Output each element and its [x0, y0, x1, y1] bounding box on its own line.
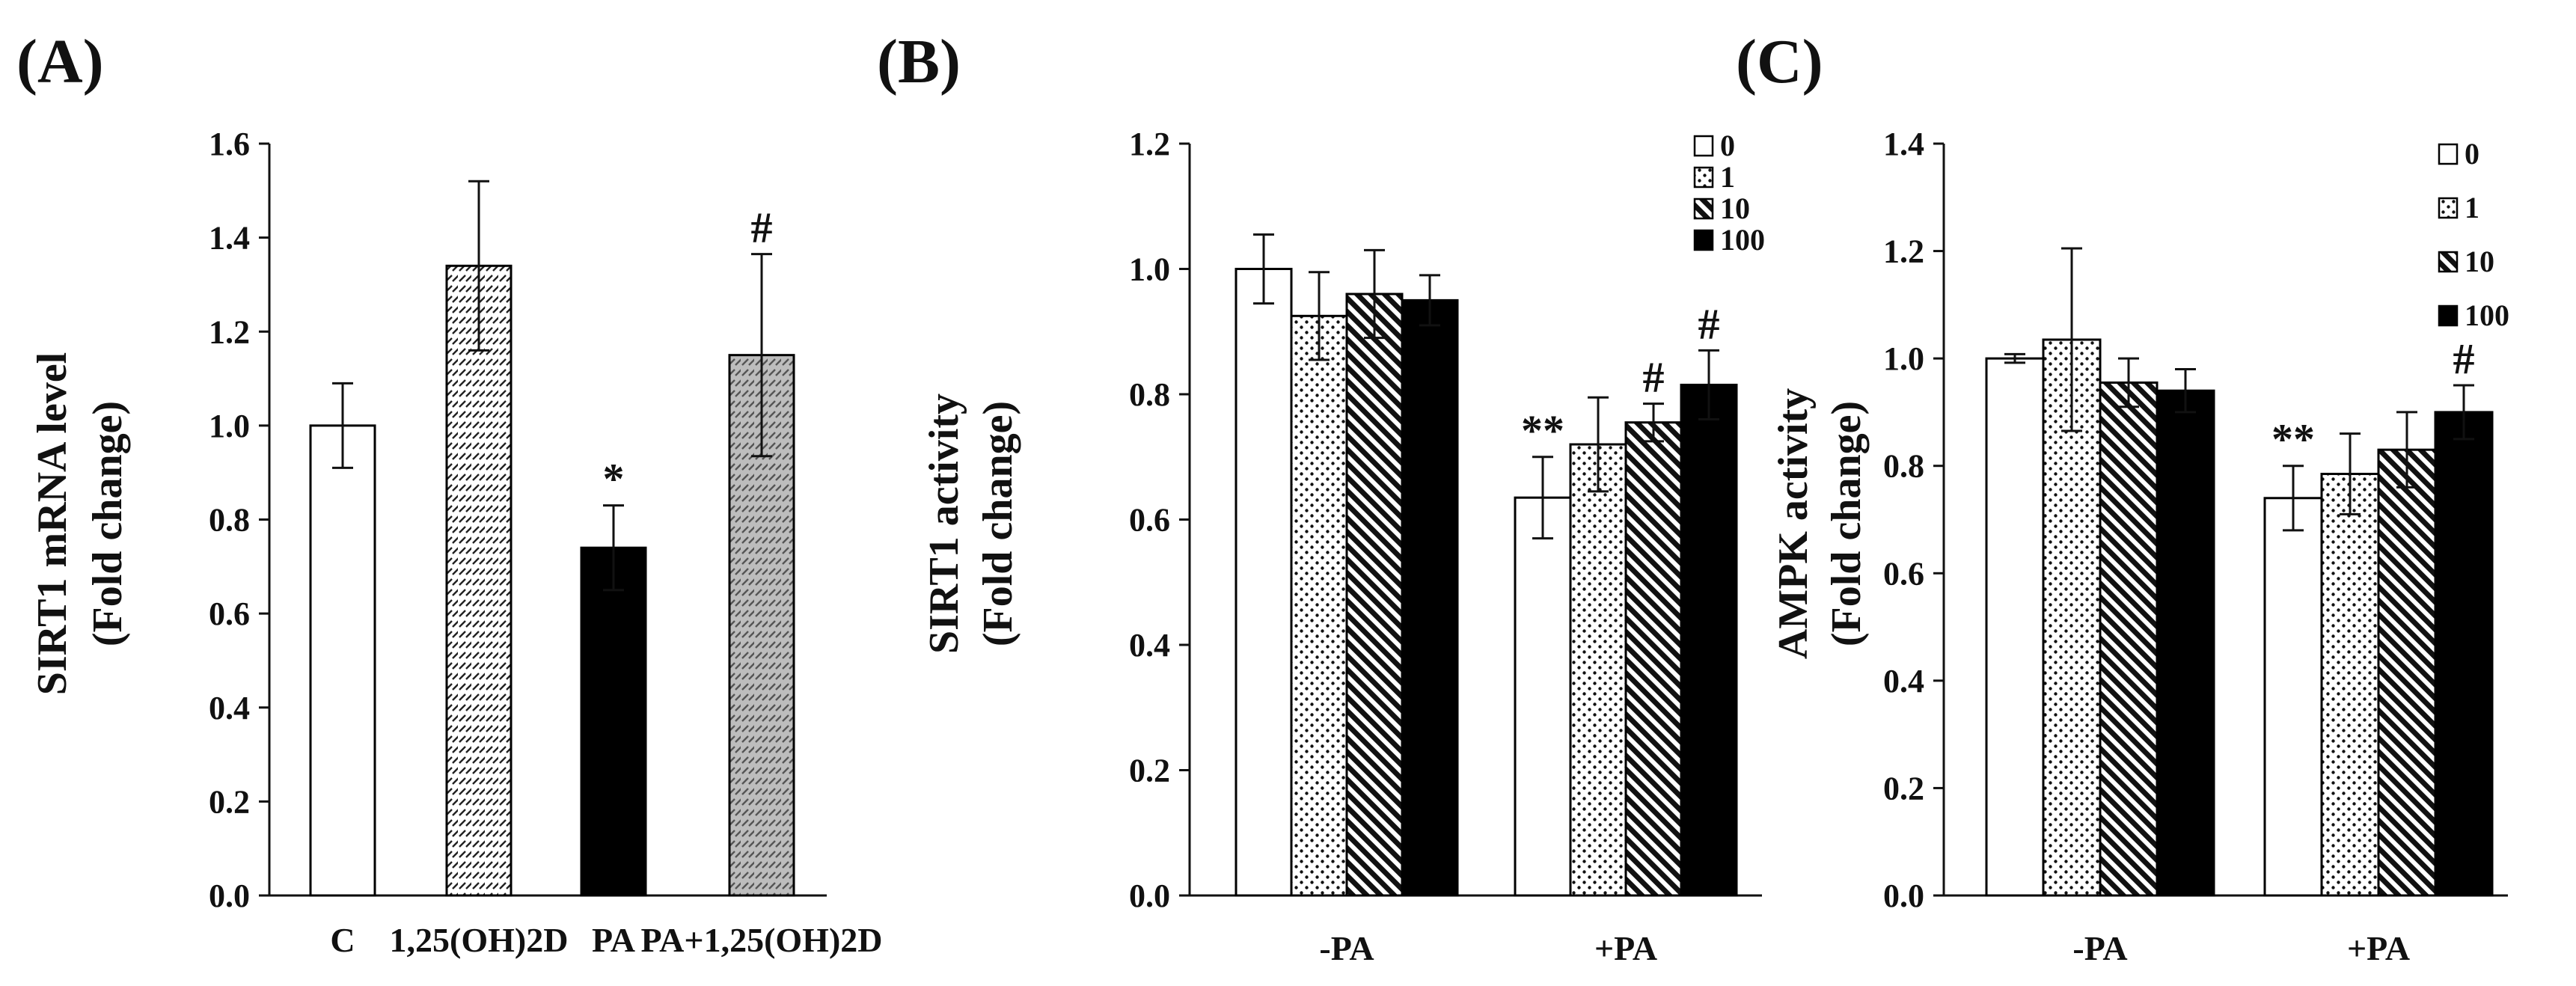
legend-swatch	[2438, 251, 2459, 273]
y-tick-label: 0.4	[1129, 627, 1170, 664]
legend-label: 100	[1720, 223, 1765, 257]
y-tick-label: 0.4	[209, 690, 250, 726]
panel-b: (B) SIRT1 activity (Fold change) 0.0 0.2 0.4 0…	[877, 27, 1765, 967]
legend-label: 10	[2465, 245, 2494, 278]
panel-label: (B)	[877, 27, 961, 97]
significance-marker: *	[603, 455, 625, 503]
x-category-label: 1,25(OH)2D	[390, 921, 569, 959]
legend-label: 100	[2465, 298, 2509, 332]
significance-marker: #	[2453, 334, 2475, 383]
y-tick-label: 0.8	[209, 502, 250, 539]
legend-label: 1	[2465, 191, 2479, 224]
y-tick-label: 0.0	[1883, 878, 1924, 914]
y-tick-label: 1.4	[209, 220, 250, 257]
legend-swatch	[2438, 304, 2459, 327]
series-100-bar	[2156, 389, 2215, 897]
y-tick-label: 1.0	[1129, 251, 1170, 288]
x-category-label: -PA	[1319, 929, 1374, 967]
y-tick-label: 0.0	[1129, 878, 1170, 914]
y-tick-label: 0.6	[209, 595, 250, 632]
y-tick-label: 0.2	[1129, 753, 1170, 789]
y-axis-title-line: (Fold change)	[1823, 401, 1870, 646]
panel-label: (C)	[1736, 27, 1823, 97]
x-category-label: +PA	[1594, 929, 1657, 967]
series-0-bar	[2263, 497, 2323, 897]
y-tick-label: 1.2	[1129, 126, 1170, 162]
x-category-label: PA	[592, 921, 635, 959]
y-tick-label: 0.0	[209, 878, 250, 914]
y-tick-label: 0.8	[1883, 448, 1924, 485]
series-0-bar	[1235, 268, 1293, 897]
y-axis-title-line: SIRT1 activity	[921, 394, 967, 654]
legend-swatch	[1693, 197, 1714, 220]
series-1-bar	[1569, 443, 1627, 897]
series-10-bar	[1345, 293, 1404, 897]
y-tick-label: 0.6	[1883, 555, 1924, 592]
legend-swatch	[1693, 135, 1714, 157]
y-tick-label: 1.2	[1883, 233, 1924, 270]
panel-a: (A) SIRT1 mRNA level (Fold change) 0.0 0.2 0.…	[16, 27, 883, 959]
series-10-bar	[2099, 381, 2159, 897]
y-tick-label: 0.4	[1883, 663, 1924, 699]
x-category-label: -PA	[2072, 929, 2127, 967]
significance-marker: #	[1643, 353, 1665, 402]
series-100-bar	[1401, 298, 1459, 897]
significance-marker: #	[751, 203, 773, 252]
panel-c: (C) AMPK activity (Fold change) 0.0 0.2 0.4 0.…	[1736, 27, 2509, 967]
series-10-bar	[2377, 448, 2437, 897]
y-tick-label: 1.0	[209, 408, 250, 444]
y-tick-label: 1.2	[209, 313, 250, 350]
legend-label: 0	[2465, 137, 2479, 171]
x-category-label: +PA	[2347, 929, 2410, 967]
y-tick-label: 0.2	[1883, 770, 1924, 806]
x-category-label: C	[330, 921, 355, 959]
legend-swatch	[1693, 166, 1714, 189]
significance-marker: **	[2271, 415, 2315, 464]
series-10-bar	[1624, 421, 1683, 897]
y-tick-label: 1.6	[209, 126, 250, 162]
data-bar	[309, 424, 376, 897]
series-0-bar	[1514, 496, 1572, 897]
y-axis-title-line: AMPK activity	[1770, 388, 1817, 659]
series-100-bar	[1680, 383, 1738, 897]
legend-swatch	[2438, 197, 2459, 219]
series-1-bar	[2320, 472, 2380, 897]
y-tick-label: 0.2	[209, 783, 250, 820]
y-axis-title-line: (Fold change)	[85, 401, 131, 646]
data-bar	[580, 546, 647, 897]
y-tick-label: 0.6	[1129, 502, 1170, 539]
significance-marker: **	[1521, 406, 1564, 455]
panel-label: (A)	[16, 27, 104, 97]
legend-label: 10	[1720, 192, 1750, 225]
y-tick-label: 1.4	[1883, 126, 1924, 162]
y-tick-label: 1.0	[1883, 340, 1924, 377]
series-1-bar	[1290, 314, 1348, 897]
y-axis-title-line: SIRT1 mRNA level	[29, 352, 76, 695]
legend-label: 1	[1720, 160, 1735, 194]
y-axis-title-line: (Fold change)	[975, 401, 1021, 646]
series-0-bar	[1985, 357, 2045, 897]
x-category-label: PA+1,25(OH)2D	[640, 921, 882, 959]
significance-marker: #	[1698, 299, 1720, 348]
series-100-bar	[2434, 411, 2494, 897]
data-bar	[445, 264, 513, 897]
legend-label: 0	[1720, 129, 1735, 162]
y-tick-label: 0.8	[1129, 376, 1170, 413]
legend-swatch	[1693, 229, 1714, 251]
legend-swatch	[2438, 143, 2459, 165]
